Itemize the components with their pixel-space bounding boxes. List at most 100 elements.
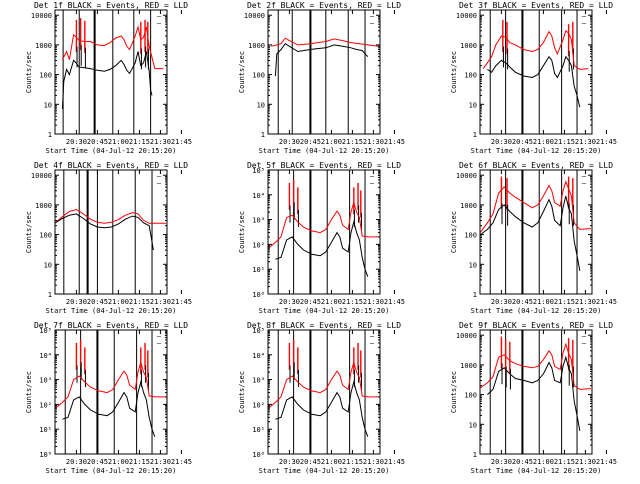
x-tick-label: 21:00 [321,458,342,466]
x-tick-label: 21:15 [342,138,363,146]
y-tick-label: 10² [252,241,265,249]
legend-mark: — [582,179,587,187]
events-series-line [487,355,581,431]
x-tick-label: 20:30 [491,138,512,146]
lld-series-line [55,208,166,224]
y-tick-label: 10000 [456,12,477,20]
axis-frame [267,9,381,135]
y-tick-label: 10000 [456,172,477,180]
x-tick-label: 21:00 [108,138,129,146]
panel-title: Det 2f BLACK = Events, RED = LLD [247,1,401,10]
legend-mark: — [157,332,162,340]
panel-title: Det 9f BLACK = Events, RED = LLD [459,321,613,330]
legend-mark: — [157,19,162,27]
y-tick-label: 10000 [31,172,52,180]
x-tick-label: 21:45 [171,458,192,466]
y-tick-label: 10000 [456,332,477,340]
x-tick-label: 20:45 [300,458,321,466]
legend-mark: — [582,12,587,20]
x-tick-label: 21:30 [575,138,596,146]
legend-mark: — [370,179,375,187]
events-series-line [275,220,369,277]
y-tick-label: 100 [39,72,52,80]
x-axis-label: Start Time (04-Jul-12 20:15:20) [46,147,177,155]
x-tick-label: 21:30 [150,298,171,306]
x-tick-label: 21:45 [596,298,617,306]
legend-mark: — [157,179,162,187]
y-tick-label: 1 [48,131,52,139]
panel-det-8: Det 8f BLACK = Events, RED = LLD 10⁰ 10¹ 10… [238,321,405,475]
y-tick-label: 1000 [35,42,52,50]
panel-det-3: Det 3f BLACK = Events, RED = LLD 1 10 100 10… [450,1,617,155]
x-tick-label: 21:45 [384,138,405,146]
x-axis-label: Start Time (04-Jul-12 20:15:20) [471,147,602,155]
y-axis-label: Counts/sec [450,371,458,413]
x-tick-label: 21:15 [342,458,363,466]
events-series-line [480,195,581,271]
legend-mark: — [582,339,587,347]
axis-frame [54,9,168,135]
panel-det-4: Det 4f BLACK = Events, RED = LLD 1 10 100 10… [25,161,192,315]
y-tick-label: 1 [261,131,265,139]
x-tick-label: 20:45 [300,298,321,306]
x-tick-label: 20:30 [279,458,300,466]
x-tick-label: 21:30 [363,458,384,466]
x-tick-label: 21:45 [596,458,617,466]
events-series-line [275,380,369,437]
y-tick-label: 10³ [252,217,265,225]
panel-title: Det 7f BLACK = Events, RED = LLD [34,321,188,330]
lld-series-line [61,25,164,70]
y-tick-label: 10⁰ [252,291,265,299]
plot-area [271,10,380,134]
x-tick-label: 21:30 [150,138,171,146]
y-tick-label: 10⁴ [39,352,52,360]
x-tick-label: 21:00 [108,298,129,306]
y-tick-label: 100 [252,72,265,80]
events-series-line [61,51,153,109]
panel-det-1: Det 1f BLACK = Events, RED = LLD 1 10 100 10… [25,1,192,155]
y-tick-label: 10¹ [252,426,265,434]
x-tick-label: 21:45 [596,138,617,146]
y-tick-label: 100 [39,232,52,240]
y-axis-label: Counts/sec [238,371,246,413]
panel-title: Det 4f BLACK = Events, RED = LLD [34,161,188,170]
y-tick-label: 10¹ [39,426,52,434]
x-tick-label: 20:30 [279,138,300,146]
y-tick-label: 10 [469,421,477,429]
plot-area [482,10,589,134]
y-axis-label: Counts/sec [238,211,246,253]
x-tick-label: 20:30 [66,458,87,466]
x-tick-label: 21:15 [554,298,575,306]
x-tick-label: 21:00 [533,138,554,146]
y-tick-label: 10³ [39,377,52,385]
y-tick-label: 10⁰ [252,451,265,459]
x-tick-label: 20:45 [87,138,108,146]
y-tick-label: 10⁰ [39,451,52,459]
y-tick-label: 10¹ [252,266,265,274]
x-axis-label: Start Time (04-Jul-12 20:15:20) [259,307,390,315]
x-tick-label: 20:30 [66,138,87,146]
axis-frame [479,169,593,295]
lld-series-line [268,200,379,249]
y-tick-label: 10000 [244,12,265,20]
axis-frame [267,169,381,295]
y-tick-label: 10² [252,401,265,409]
y-tick-label: 10 [44,101,52,109]
x-tick-label: 21:00 [533,298,554,306]
x-tick-label: 21:45 [171,138,192,146]
y-tick-label: 1000 [460,202,477,210]
x-tick-label: 20:30 [491,458,512,466]
y-tick-label: 10⁴ [252,352,265,360]
x-tick-label: 21:45 [384,298,405,306]
legend-mark: — [157,339,162,347]
x-tick-label: 21:45 [384,458,405,466]
y-tick-label: 1 [48,291,52,299]
legend-mark: — [582,332,587,340]
x-axis-label: Start Time (04-Jul-12 20:15:20) [259,147,390,155]
panel-title: Det 1f BLACK = Events, RED = LLD [34,1,188,10]
x-tick-label: 21:45 [171,298,192,306]
y-axis-label: Counts/sec [450,211,458,253]
y-tick-label: 1 [473,131,477,139]
y-tick-label: 1000 [35,202,52,210]
y-tick-label: 1000 [460,362,477,370]
